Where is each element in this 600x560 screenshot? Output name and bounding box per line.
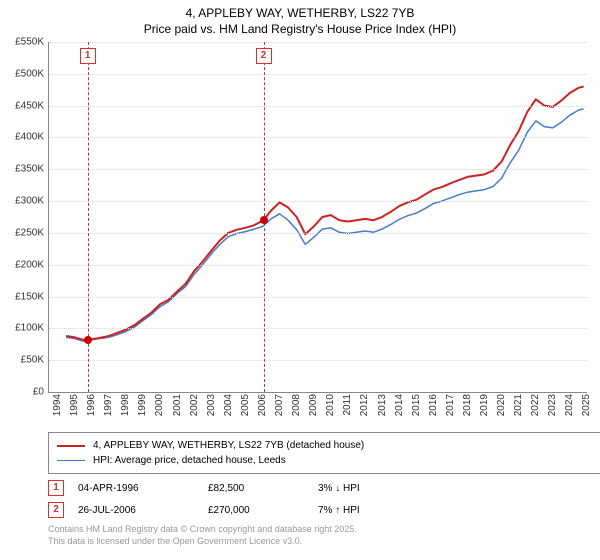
- chart-title: 4, APPLEBY WAY, WETHERBY, LS22 7YB Price…: [0, 0, 600, 39]
- legend-row-property: 4, APPLEBY WAY, WETHERBY, LS22 7YB (deta…: [57, 438, 597, 453]
- x-axis-label: 2021: [513, 394, 524, 424]
- transaction-delta: 3% ↓ HPI: [318, 483, 418, 494]
- chart-container: 4, APPLEBY WAY, WETHERBY, LS22 7YB Price…: [0, 0, 600, 560]
- legend: 4, APPLEBY WAY, WETHERBY, LS22 7YB (deta…: [48, 432, 600, 474]
- transaction-row: 1 04-APR-1996 £82,500 3% ↓ HPI: [48, 477, 588, 499]
- y-axis-label: £400K: [4, 132, 44, 143]
- x-axis-label: 1997: [103, 394, 114, 424]
- gridline: [49, 42, 587, 43]
- gridline: [49, 328, 587, 329]
- y-axis-label: £100K: [4, 323, 44, 334]
- title-line1: 4, APPLEBY WAY, WETHERBY, LS22 7YB: [0, 6, 600, 22]
- x-axis-label: 2006: [257, 394, 268, 424]
- x-axis-label: 1995: [69, 394, 80, 424]
- x-axis-label: 2010: [325, 394, 336, 424]
- x-axis-label: 2004: [223, 394, 234, 424]
- transaction-row: 2 26-JUL-2006 £270,000 7% ↑ HPI: [48, 499, 588, 521]
- transaction-date: 04-APR-1996: [78, 483, 208, 494]
- gridline: [49, 137, 587, 138]
- y-axis-label: £550K: [4, 37, 44, 48]
- x-axis-label: 2018: [462, 394, 473, 424]
- x-axis-label: 2000: [154, 394, 165, 424]
- x-axis-label: 2020: [496, 394, 507, 424]
- transaction-marker: 1: [48, 480, 64, 496]
- gridline: [49, 106, 587, 107]
- title-line2: Price paid vs. HM Land Registry's House …: [0, 22, 600, 38]
- gridline: [49, 169, 587, 170]
- event-marker-box: 2: [256, 48, 272, 64]
- transaction-date: 26-JUL-2006: [78, 505, 208, 516]
- x-axis-label: 2014: [394, 394, 405, 424]
- x-axis-label: 2025: [581, 394, 592, 424]
- x-axis-label: 2015: [411, 394, 422, 424]
- transaction-dot: [260, 216, 268, 224]
- event-marker-box: 1: [80, 48, 96, 64]
- y-axis-label: £50K: [4, 355, 44, 366]
- transaction-price: £82,500: [208, 483, 318, 494]
- legend-label-property: 4, APPLEBY WAY, WETHERBY, LS22 7YB (deta…: [93, 438, 364, 453]
- series-line-property: [66, 87, 584, 340]
- x-axis-label: 2016: [428, 394, 439, 424]
- x-axis-label: 1996: [86, 394, 97, 424]
- y-axis-label: £200K: [4, 259, 44, 270]
- plot-area: 12: [48, 42, 587, 393]
- gridline: [49, 201, 587, 202]
- legend-label-hpi: HPI: Average price, detached house, Leed…: [93, 453, 286, 468]
- y-axis-label: £300K: [4, 196, 44, 207]
- gridline: [49, 74, 587, 75]
- y-axis-label: £450K: [4, 100, 44, 111]
- y-axis-label: £350K: [4, 164, 44, 175]
- series-line-hpi: [66, 109, 584, 341]
- y-axis-label: £500K: [4, 68, 44, 79]
- y-axis-label: £150K: [4, 291, 44, 302]
- x-axis-label: 2001: [172, 394, 183, 424]
- footnote-line2: This data is licensed under the Open Gov…: [48, 536, 357, 548]
- transaction-table: 1 04-APR-1996 £82,500 3% ↓ HPI 2 26-JUL-…: [48, 477, 588, 521]
- legend-swatch-property: [57, 445, 85, 447]
- x-axis-label: 2003: [206, 394, 217, 424]
- line-layer: [49, 42, 587, 392]
- legend-row-hpi: HPI: Average price, detached house, Leed…: [57, 453, 597, 468]
- x-axis-label: 1999: [137, 394, 148, 424]
- y-axis-label: £250K: [4, 227, 44, 238]
- x-axis-label: 2008: [291, 394, 302, 424]
- x-axis-label: 2023: [547, 394, 558, 424]
- x-axis-label: 2017: [445, 394, 456, 424]
- gridline: [49, 265, 587, 266]
- x-axis-label: 2009: [308, 394, 319, 424]
- gridline: [49, 360, 587, 361]
- legend-swatch-hpi: [57, 460, 85, 461]
- transaction-delta: 7% ↑ HPI: [318, 505, 418, 516]
- x-axis-label: 2022: [530, 394, 541, 424]
- x-axis-label: 1994: [52, 394, 63, 424]
- transaction-marker: 2: [48, 502, 64, 518]
- gridline: [49, 297, 587, 298]
- x-axis-label: 2005: [240, 394, 251, 424]
- transaction-dot: [84, 336, 92, 344]
- x-axis-label: 2013: [377, 394, 388, 424]
- footnote: Contains HM Land Registry data © Crown c…: [48, 524, 357, 547]
- transaction-price: £270,000: [208, 505, 318, 516]
- gridline: [49, 233, 587, 234]
- x-axis-label: 1998: [120, 394, 131, 424]
- x-axis-label: 2002: [189, 394, 200, 424]
- x-axis-label: 2012: [359, 394, 370, 424]
- x-axis-label: 2019: [479, 394, 490, 424]
- footnote-line1: Contains HM Land Registry data © Crown c…: [48, 524, 357, 536]
- x-axis-label: 2011: [342, 394, 353, 424]
- y-axis-label: £0: [4, 387, 44, 398]
- x-axis-label: 2007: [274, 394, 285, 424]
- x-axis-label: 2024: [564, 394, 575, 424]
